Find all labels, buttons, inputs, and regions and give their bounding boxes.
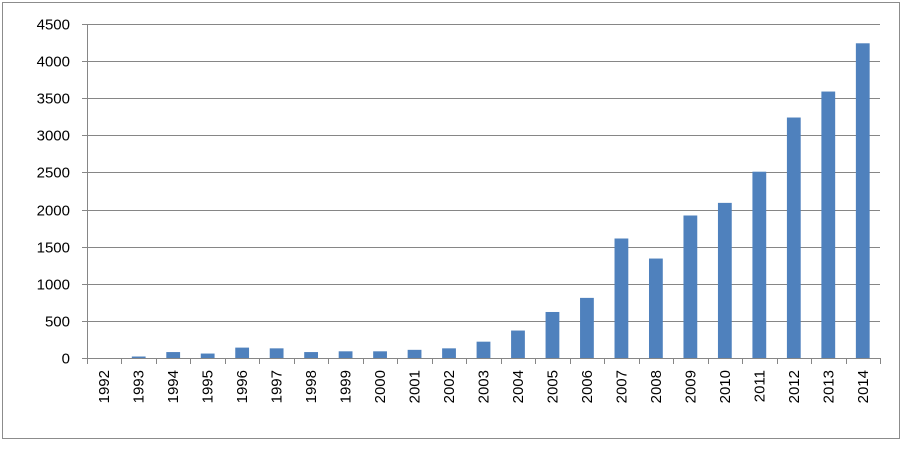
y-tick-label: 2000	[37, 203, 70, 220]
x-tick-label: 2014	[855, 370, 872, 403]
bar	[235, 347, 250, 358]
chart-area	[2, 2, 900, 439]
bar	[407, 349, 422, 358]
bar	[545, 311, 560, 358]
y-tick-label: 2500	[37, 165, 70, 182]
x-tick-label: 2001	[407, 370, 424, 403]
x-tick-label: 1999	[338, 370, 355, 403]
bars	[131, 43, 870, 359]
y-tick-labels: 0 500 1000 1500 2000 2500 3000 3500 4000 4500	[37, 17, 70, 368]
y-tick-label: 4500	[37, 17, 70, 34]
x-tick-label: 2010	[717, 370, 734, 403]
x-tick-label: 2000	[372, 370, 389, 403]
bar	[304, 352, 319, 358]
bar	[269, 348, 284, 358]
bar	[338, 351, 353, 358]
bar	[648, 258, 663, 358]
axes	[82, 24, 881, 364]
gridlines	[87, 24, 880, 322]
bar	[131, 356, 146, 358]
x-tick-label: 1995	[200, 370, 217, 403]
bar	[511, 330, 525, 358]
y-tick-label: 3000	[37, 128, 70, 145]
x-tick-label: 2002	[441, 370, 458, 403]
bar	[476, 341, 491, 358]
x-tick-label: 2008	[648, 370, 665, 403]
bar	[717, 202, 732, 358]
x-tick-label: 2012	[786, 370, 803, 403]
bar	[855, 43, 870, 358]
x-tick-label: 2006	[579, 370, 596, 403]
y-tick-label: 0	[62, 351, 70, 368]
x-tick-label: 1993	[131, 370, 148, 403]
y-tick-label: 3500	[37, 91, 70, 108]
x-tick-label: 1998	[303, 370, 320, 403]
y-tick-label: 1500	[37, 240, 70, 257]
bar	[442, 348, 456, 358]
y-tick-label: 500	[45, 314, 70, 331]
x-tick-label: 2007	[613, 370, 630, 403]
bar	[786, 117, 801, 359]
bar	[752, 171, 767, 358]
x-tick-label: 2013	[820, 370, 837, 403]
x-tick-label: 1996	[234, 370, 251, 403]
x-tick-label: 2003	[476, 370, 493, 403]
bar	[580, 297, 594, 358]
bar	[614, 238, 629, 358]
x-tick-label: 1992	[96, 370, 113, 403]
bar	[166, 352, 181, 358]
x-tick-label: 1997	[269, 370, 286, 403]
y-tick-label: 1000	[37, 277, 70, 294]
x-tick-label: 1994	[165, 370, 182, 403]
x-tick-label: 2005	[544, 370, 561, 403]
bar	[821, 91, 836, 358]
y-tick-label: 4000	[37, 54, 70, 71]
x-tick-labels: 1992 1993 1994 1995 1996 1997 1998 1999 2000 2001…	[96, 370, 872, 403]
x-tick-label: 2011	[751, 370, 768, 402]
bar	[373, 351, 387, 358]
x-tick-label: 2009	[682, 370, 699, 403]
bar	[683, 215, 698, 358]
bar	[200, 353, 215, 358]
x-tick-label: 2004	[510, 370, 527, 403]
